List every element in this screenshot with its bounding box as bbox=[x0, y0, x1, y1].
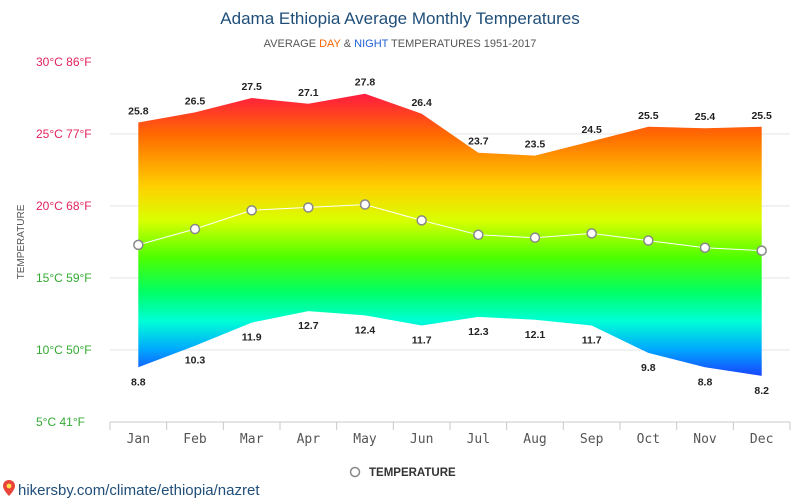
temperature-point[interactable] bbox=[756, 245, 767, 256]
day-value-label: 23.7 bbox=[468, 136, 489, 148]
x-tick-label: Mar bbox=[240, 432, 264, 447]
day-value-label: 24.5 bbox=[581, 124, 602, 136]
night-value-label: 11.7 bbox=[582, 335, 602, 347]
x-tick-label: Oct bbox=[637, 432, 660, 447]
night-value-label: 11.7 bbox=[412, 335, 432, 347]
temperature-point[interactable] bbox=[189, 223, 201, 235]
night-value-label: 12.7 bbox=[298, 320, 319, 332]
y-tick-label: 30°C 86°F bbox=[36, 55, 92, 69]
x-tick-label: Jul bbox=[467, 432, 490, 447]
legend-marker-icon bbox=[349, 466, 361, 478]
subtitle-night: NIGHT bbox=[354, 38, 389, 50]
legend-label: TEMPERATURE bbox=[369, 467, 456, 479]
night-value-label: 8.2 bbox=[754, 385, 769, 397]
temperature-point[interactable] bbox=[473, 229, 484, 241]
subtitle-day: DAY bbox=[319, 38, 341, 50]
day-value-label: 27.5 bbox=[241, 81, 262, 93]
y-axis-ticks: 30°C 86°F 25°C 77°F 20°C 68°F 15°C 59°F 10°C… bbox=[36, 55, 92, 429]
day-value-label: 27.1 bbox=[298, 87, 319, 99]
temperature-point[interactable] bbox=[416, 215, 427, 226]
temperature-markers bbox=[133, 199, 767, 256]
temperature-range-area bbox=[138, 93, 762, 376]
night-value-label: 8.8 bbox=[131, 376, 146, 388]
day-value-label: 23.5 bbox=[525, 139, 546, 151]
day-value-label: 25.4 bbox=[695, 111, 716, 123]
temperature-point[interactable] bbox=[133, 239, 144, 251]
y-axis-label: TEMPERATURE bbox=[16, 204, 27, 279]
legend[interactable]: TEMPERATURE bbox=[349, 466, 457, 479]
x-tick-label: Sep bbox=[580, 432, 604, 447]
day-value-label: 26.4 bbox=[411, 97, 432, 109]
y-tick-label: 20°C 68°F bbox=[36, 199, 92, 213]
x-tick-label: Feb bbox=[183, 432, 207, 447]
x-tick-label: Aug bbox=[523, 432, 546, 447]
night-value-label: 12.3 bbox=[468, 326, 489, 338]
temperature-point[interactable] bbox=[699, 242, 711, 254]
day-value-label: 26.5 bbox=[185, 95, 206, 107]
night-value-label: 9.8 bbox=[641, 362, 656, 374]
x-tick-label: May bbox=[353, 432, 377, 447]
y-tick-label: 15°C 59°F bbox=[36, 271, 92, 285]
x-tick-label: Apr bbox=[297, 432, 321, 447]
subtitle-amp: & bbox=[341, 38, 354, 50]
day-value-label: 25.8 bbox=[128, 105, 149, 117]
temperature-point[interactable] bbox=[303, 202, 314, 213]
x-tick-label: Jun bbox=[410, 432, 433, 447]
chart-subtitle: AVERAGE DAY & NIGHT TEMPERATURES 1951-20… bbox=[264, 38, 537, 50]
x-tick-label: Dec bbox=[750, 432, 773, 447]
temperature-point[interactable] bbox=[643, 235, 654, 246]
night-value-label: 11.9 bbox=[242, 332, 262, 344]
subtitle-suffix: TEMPERATURES 1951-2017 bbox=[388, 38, 536, 50]
night-value-label: 8.8 bbox=[698, 376, 713, 388]
y-tick-label: 10°C 50°F bbox=[36, 343, 92, 357]
footer[interactable]: hikersby.com/climate/ethiopia/nazret bbox=[3, 480, 260, 499]
night-value-label: 10.3 bbox=[185, 355, 206, 367]
footer-url[interactable]: hikersby.com/climate/ethiopia/nazret bbox=[18, 482, 260, 499]
y-tick-label: 5°C 41°F bbox=[36, 415, 85, 429]
chart-title: Adama Ethiopia Average Monthly Temperatu… bbox=[220, 9, 579, 28]
day-value-label: 25.5 bbox=[751, 110, 772, 122]
x-axis: Jan Feb Mar Apr May Jun Jul Aug Sep Oct Nov Dec bbox=[109, 421, 791, 447]
day-value-label: 25.5 bbox=[638, 110, 659, 122]
x-tick-label: Nov bbox=[693, 432, 717, 447]
subtitle-prefix: AVERAGE bbox=[264, 38, 319, 50]
x-tick-label: Jan bbox=[127, 432, 150, 447]
temperature-point[interactable] bbox=[586, 228, 597, 239]
temperature-point[interactable] bbox=[529, 232, 541, 243]
temperature-line bbox=[138, 204, 762, 252]
y-tick-label: 25°C 77°F bbox=[36, 127, 92, 141]
night-value-label: 12.1 bbox=[525, 329, 546, 341]
map-pin-icon bbox=[3, 480, 15, 496]
temperature-point[interactable] bbox=[359, 199, 371, 210]
data-labels: 25.8 26.5 27.5 27.1 27.8 26.4 23.7 23.5 24.5 25.5… bbox=[128, 77, 772, 397]
day-value-label: 27.8 bbox=[355, 77, 376, 89]
temperature-point[interactable] bbox=[246, 205, 257, 216]
night-value-label: 12.4 bbox=[355, 324, 376, 336]
